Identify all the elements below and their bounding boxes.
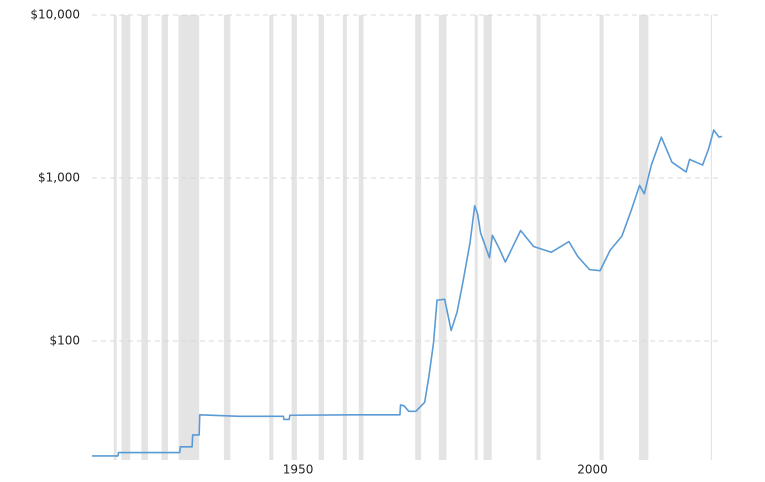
recession-band (599, 15, 604, 460)
recession-band (223, 15, 231, 460)
recession-band (161, 15, 168, 460)
recession-band (121, 15, 131, 460)
recession-band (474, 15, 478, 460)
y-tick-label: $1,000 (38, 170, 80, 184)
recession-band (483, 15, 492, 460)
recession-band (415, 15, 422, 460)
recession-band (318, 15, 324, 460)
recession-band (178, 15, 200, 460)
recession-band (638, 15, 649, 460)
recession-band (269, 15, 274, 460)
recession-band (358, 15, 364, 460)
x-tick-label: 2000 (577, 463, 608, 477)
y-tick-label: $10,000 (30, 8, 80, 22)
y-tick-label: $100 (49, 333, 80, 347)
recession-band (438, 15, 447, 460)
price-line (92, 129, 723, 457)
recession-band (291, 15, 297, 460)
recession-band (710, 15, 712, 460)
x-tick-label: 1950 (283, 463, 314, 477)
recession-band (342, 15, 347, 460)
recession-band (536, 15, 541, 460)
recession-band (113, 15, 117, 460)
recession-band (141, 15, 148, 460)
